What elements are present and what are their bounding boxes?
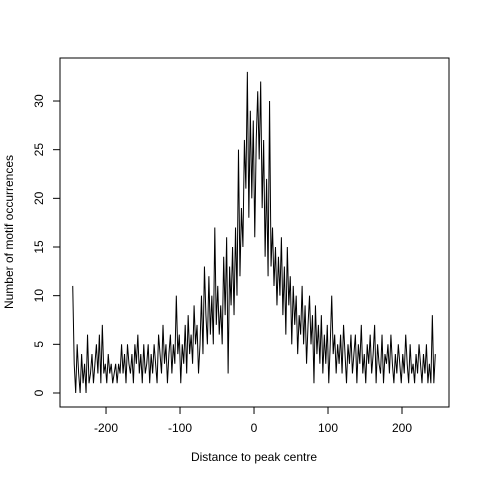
y-tick-label: 10 — [32, 289, 46, 303]
x-tick-label: 100 — [318, 421, 338, 435]
x-tick-label: -200 — [94, 421, 118, 435]
y-axis-label: Number of motif occurrences — [2, 155, 16, 309]
y-tick-label: 15 — [32, 240, 46, 254]
x-tick-label: 0 — [251, 421, 258, 435]
x-tick-label: 200 — [392, 421, 412, 435]
data-line — [72, 71, 436, 394]
y-tick-label: 5 — [32, 341, 46, 348]
x-axis-label: Distance to peak centre — [191, 450, 317, 464]
y-tick-label: 30 — [32, 94, 46, 108]
y-tick-label: 20 — [32, 191, 46, 205]
x-tick-label: -100 — [168, 421, 192, 435]
y-tick-label: 25 — [32, 143, 46, 157]
y-tick-label: 0 — [32, 389, 46, 396]
